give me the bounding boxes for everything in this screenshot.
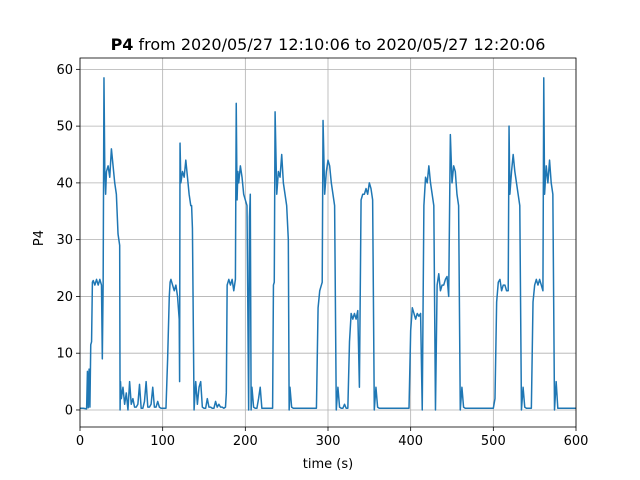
y-tick-label: 10 (56, 347, 73, 362)
y-tick-label: 20 (56, 290, 73, 305)
y-tick-label: 40 (56, 176, 73, 191)
y-tick-label: 50 (56, 120, 73, 135)
chart-title: P4 from 2020/05/27 12:10:06 to 2020/05/2… (111, 35, 546, 54)
x-tick-label: 300 (316, 434, 341, 449)
y-axis-label: P4 (32, 230, 47, 246)
chart-title-bold: P4 (111, 35, 134, 54)
series-line-1 (80, 77, 576, 411)
y-tick-label: 60 (56, 63, 73, 78)
chart-title-rest: from 2020/05/27 12:10:06 to 2020/05/27 1… (133, 35, 545, 54)
x-tick-label: 200 (233, 434, 258, 449)
x-tick-label: 100 (150, 434, 175, 449)
y-tick-label: 0 (65, 403, 73, 418)
grid-lines (79, 58, 577, 427)
x-axis-label: time (s) (303, 457, 353, 472)
axis-ticks: 0 100 200 300 400 500 600 0 10 20 30 40 50 60 (56, 63, 588, 449)
y-tick-label: 30 (56, 233, 73, 248)
x-tick-label: 400 (398, 434, 423, 449)
series-layer (80, 77, 576, 411)
x-tick-label: 600 (564, 434, 589, 449)
x-tick-label: 0 (76, 434, 84, 449)
x-tick-label: 500 (481, 434, 506, 449)
